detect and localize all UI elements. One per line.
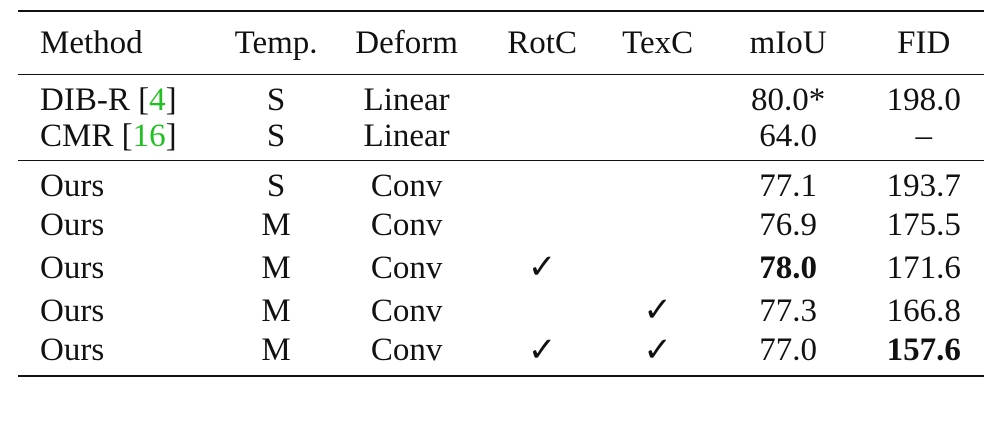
miou-cell: 76.9 xyxy=(759,206,817,243)
header-temp: Temp. xyxy=(234,24,318,61)
method-name: CMR [ xyxy=(40,118,133,155)
deform-cell: Linear xyxy=(363,81,450,118)
miou-cell: 64.0 xyxy=(759,118,817,155)
fid-cell-best: 157.6 xyxy=(886,332,961,368)
table-row: Ours S Conv 77.1 193.7 xyxy=(18,161,984,204)
deform-cell: Conv xyxy=(370,292,443,329)
citation-close: ] xyxy=(165,81,177,118)
miou-cell: 77.0 xyxy=(759,332,817,368)
rotc-cell xyxy=(482,75,602,118)
deform-cell: Conv xyxy=(370,206,443,243)
fid-cell: 193.7 xyxy=(886,167,961,204)
method-cell: Ours xyxy=(40,167,105,204)
header-rotc: RotC xyxy=(507,24,577,61)
texc-cell xyxy=(602,161,712,204)
check-icon: ✓ xyxy=(643,331,672,369)
miou-cell: 77.1 xyxy=(759,167,817,204)
table-row: Ours M Conv ✓ ✓ 77.0 157.6 xyxy=(18,333,984,376)
method-cell: Ours xyxy=(40,206,105,243)
texc-cell xyxy=(602,75,712,118)
citation-link[interactable]: 4 xyxy=(149,81,166,118)
citation-close: ] xyxy=(165,118,177,155)
header-deform: Deform xyxy=(355,24,458,61)
header-method: Method xyxy=(40,24,143,61)
rotc-cell xyxy=(482,290,602,333)
check-icon: ✓ xyxy=(527,331,557,369)
rotc-cell xyxy=(482,161,602,204)
temp-cell: M xyxy=(261,292,291,329)
miou-cell: 77.3 xyxy=(759,292,817,329)
texc-cell xyxy=(602,247,712,290)
check-icon: ✓ xyxy=(527,249,557,286)
method-name: DIB-R [ xyxy=(40,81,150,118)
table-row: CMR [16] S Linear 64.0 – xyxy=(18,118,984,161)
ours-group: Ours S Conv 77.1 193.7 Ours M Conv 76.9 … xyxy=(18,160,984,376)
deform-cell: Conv xyxy=(370,249,443,286)
fid-cell: – xyxy=(915,118,932,155)
table-row: DIB-R [4] S Linear 80.0* 198.0 xyxy=(18,75,984,118)
table-row: Ours M Conv ✓ 77.3 166.8 xyxy=(18,290,984,333)
fid-cell: 171.6 xyxy=(886,249,961,286)
miou-cell: 80.0* xyxy=(751,81,826,118)
temp-cell: S xyxy=(266,118,286,155)
temp-cell: S xyxy=(266,81,286,118)
table-row: Ours M Conv ✓ 78.0 171.6 xyxy=(18,247,984,290)
table-header: Method Temp. Deform RotC TexC mIoU FID xyxy=(18,11,984,75)
header-row: Method Temp. Deform RotC TexC mIoU FID xyxy=(18,11,984,75)
temp-cell: M xyxy=(261,206,291,243)
texc-cell xyxy=(602,118,712,161)
rotc-cell xyxy=(482,118,602,161)
fid-cell: 166.8 xyxy=(886,292,961,329)
header-miou: mIoU xyxy=(749,24,827,61)
method-cell: CMR [16] xyxy=(18,118,221,161)
temp-cell: M xyxy=(261,332,291,368)
fid-cell: 175.5 xyxy=(886,206,961,243)
deform-cell: Conv xyxy=(370,167,443,204)
deform-cell: Linear xyxy=(363,118,450,155)
miou-cell-best: 78.0 xyxy=(759,249,817,286)
check-icon: ✓ xyxy=(643,292,672,329)
citation-link[interactable]: 16 xyxy=(132,118,166,155)
method-cell: Ours xyxy=(40,332,105,368)
results-table-container: Method Temp. Deform RotC TexC mIoU FID D… xyxy=(18,10,984,377)
method-cell: Ours xyxy=(40,292,105,329)
method-cell: DIB-R [4] xyxy=(18,75,221,118)
deform-cell: Conv xyxy=(370,332,443,368)
method-cell: Ours xyxy=(40,249,105,286)
temp-cell: S xyxy=(266,167,286,204)
fid-cell: 198.0 xyxy=(886,81,961,118)
results-table: Method Temp. Deform RotC TexC mIoU FID D… xyxy=(18,10,984,377)
temp-cell: M xyxy=(261,249,291,286)
header-fid: FID xyxy=(897,24,951,61)
header-texc: TexC xyxy=(622,24,694,61)
rotc-cell xyxy=(482,204,602,247)
table-row: Ours M Conv 76.9 175.5 xyxy=(18,204,984,247)
texc-cell xyxy=(602,204,712,247)
baseline-group: DIB-R [4] S Linear 80.0* 198.0 CMR [16] … xyxy=(18,75,984,161)
